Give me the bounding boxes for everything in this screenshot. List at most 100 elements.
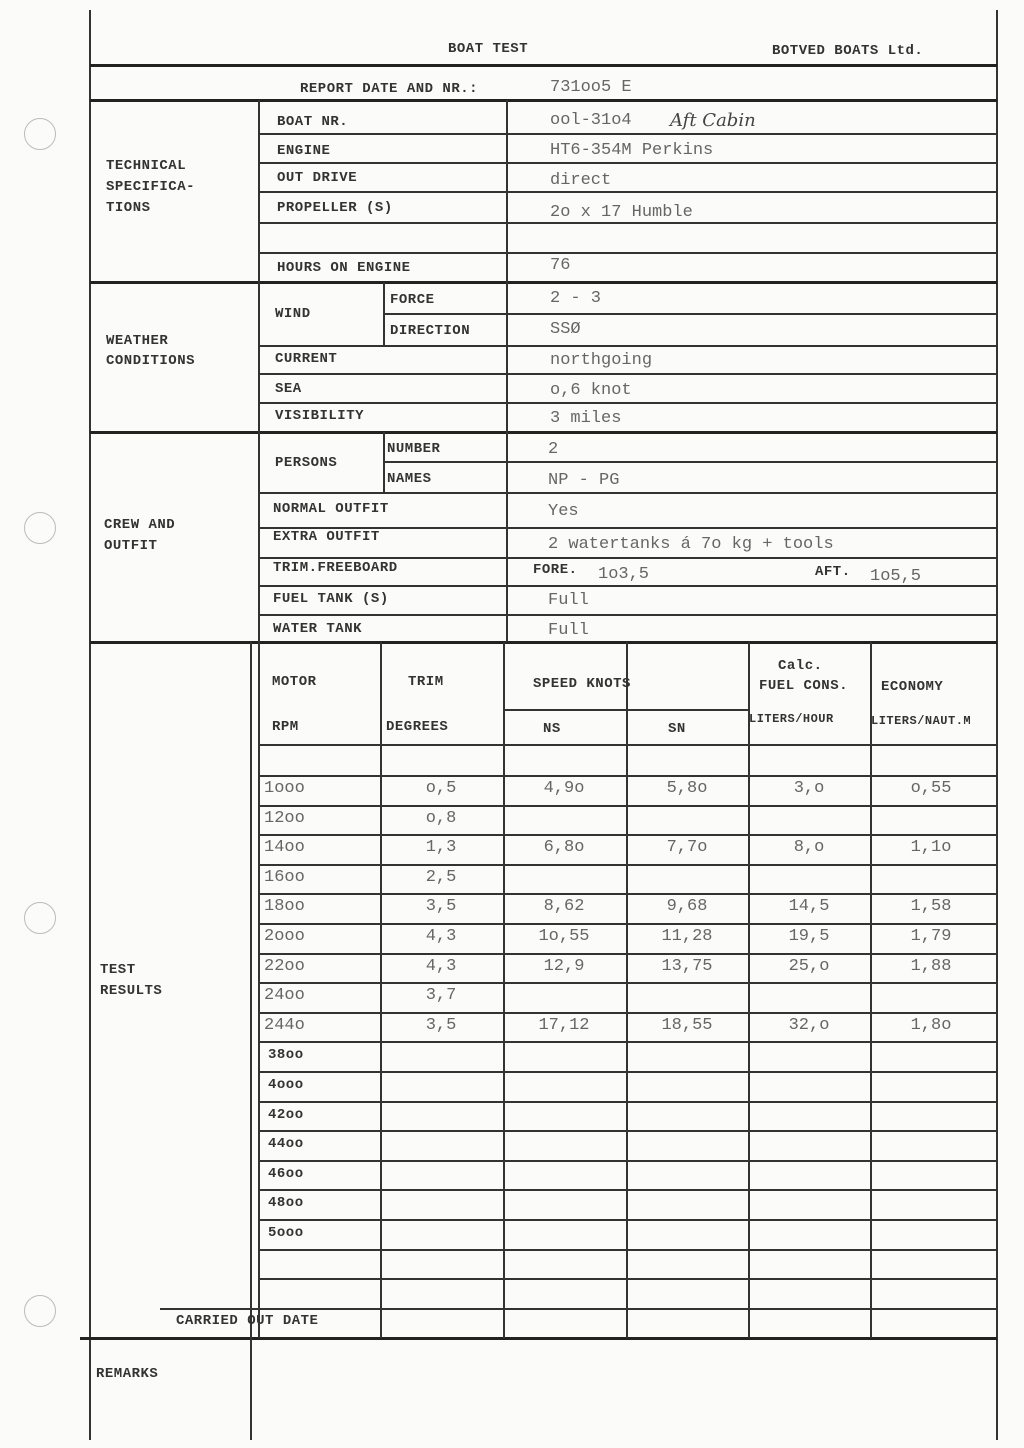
- names-value: NP - PG: [548, 471, 620, 490]
- rule-line: [258, 191, 997, 193]
- liters-hour-header: LITERS/HOUR: [749, 712, 834, 726]
- boat-nr-value: ool-31o4: [550, 111, 632, 130]
- test-cell-ns: 8,62: [543, 897, 585, 916]
- aft-value: 1o5,5: [870, 567, 922, 586]
- printed-rpm: 4ooo: [268, 1077, 304, 1093]
- test-section-label: TEST RESULTS: [100, 962, 163, 999]
- form-title: BOAT TEST: [448, 41, 529, 57]
- printed-rpm: 46oo: [268, 1166, 304, 1182]
- company-name: BOTVED BOATS Ltd.: [772, 43, 924, 59]
- rule-line: [258, 402, 506, 404]
- weather-section-label: WEATHER CONDITIONS: [106, 333, 196, 369]
- out-drive-label: OUT DRIVE: [277, 170, 358, 186]
- fuel-tank-value: Full: [548, 591, 589, 610]
- normal-outfit-label: NORMAL OUTFIT: [273, 501, 389, 517]
- boat-nr-label: BOAT NR.: [277, 114, 349, 130]
- rule-line: [383, 313, 506, 315]
- rule-line: [258, 1160, 997, 1162]
- test-cell-economy: 1,88: [910, 957, 952, 976]
- test-cell-ns: 12,9: [543, 957, 585, 976]
- remarks-label: REMARKS: [96, 1366, 159, 1382]
- test-cell-rpm: 22oo: [264, 957, 305, 976]
- degrees-header: DEGREES: [386, 719, 449, 735]
- rule-line: [258, 557, 997, 559]
- rule-line: [258, 252, 997, 254]
- engine-label: ENGINE: [277, 143, 331, 159]
- calc-header: Calc.: [778, 658, 823, 674]
- rule-line: [90, 431, 997, 434]
- test-cell-rpm: 16oo: [264, 868, 305, 887]
- rule-line: [90, 99, 997, 102]
- printed-rpm: 38oo: [268, 1047, 304, 1063]
- rule-line: [90, 641, 997, 644]
- test-cell-rpm: 244o: [264, 1016, 305, 1035]
- test-cell-rpm: 2ooo: [264, 927, 305, 946]
- test-cell-rpm: 12oo: [264, 809, 305, 828]
- persons-label: PERSONS: [275, 455, 338, 471]
- rule-line: [258, 1041, 997, 1043]
- test-cell-trim: 3,5: [425, 1016, 457, 1035]
- aft-label: AFT.: [815, 564, 851, 580]
- extra-outfit-label: EXTRA OUTFIT: [273, 529, 380, 545]
- rule-line: [258, 1071, 997, 1073]
- liters-naut-header: LITERS/NAUT.M: [871, 714, 972, 728]
- rule-line: [90, 64, 997, 67]
- test-cell-economy: 1,58: [910, 897, 952, 916]
- engine-value: HT6-354M Perkins: [550, 141, 714, 160]
- names-label: NAMES: [387, 471, 432, 487]
- rule-line: [258, 614, 997, 616]
- rule-line: [506, 373, 997, 375]
- test-cell-trim: 3,5: [425, 897, 457, 916]
- fore-label: FORE.: [533, 562, 578, 578]
- ns-header: NS: [543, 721, 561, 737]
- test-cell-economy: o,55: [910, 779, 952, 798]
- test-cell-trim: 4,3: [425, 957, 457, 976]
- printed-rpm: 5ooo: [268, 1225, 304, 1241]
- rule-line: [160, 1308, 258, 1310]
- visibility-value: 3 miles: [550, 409, 622, 428]
- test-cell-ns: 1o,55: [538, 927, 590, 946]
- punch-hole: [24, 902, 56, 934]
- carried-out-date-label: CARRIED OUT DATE: [176, 1313, 319, 1329]
- test-cell-rpm: 1ooo: [264, 779, 305, 798]
- current-label: CURRENT: [275, 351, 338, 367]
- rule-line: [258, 923, 997, 925]
- test-cell-fuel: 19,5: [788, 927, 830, 946]
- technical-section-label: TECHNICAL SPECIFICA- TIONS: [106, 158, 196, 216]
- crew-section-label: CREW AND OUTFIT: [104, 517, 176, 554]
- out-drive-value: direct: [550, 171, 612, 190]
- test-cell-ns: 17,12: [538, 1016, 590, 1035]
- rule-line: [258, 162, 997, 164]
- sea-value: o,6 knot: [550, 381, 632, 400]
- test-cell-trim: 3,7: [425, 986, 457, 1005]
- rule-line: [506, 100, 508, 642]
- test-cell-fuel: 8,o: [793, 838, 825, 857]
- rule-line: [258, 1219, 997, 1221]
- rule-line: [258, 775, 997, 777]
- test-cell-trim: o,8: [425, 809, 457, 828]
- force-value: 2 - 3: [550, 289, 602, 308]
- rule-line: [506, 345, 997, 347]
- rule-line: [250, 642, 252, 1440]
- test-cell-ns: 4,9o: [543, 779, 585, 798]
- visibility-label: VISIBILITY: [275, 408, 365, 424]
- rule-line: [80, 1337, 997, 1340]
- rule-line: [258, 1130, 997, 1132]
- punch-hole: [24, 1295, 56, 1327]
- rule-line: [258, 133, 997, 135]
- speed-header: SPEED KNOTS: [533, 676, 631, 692]
- sn-header: SN: [668, 721, 686, 737]
- direction-value: SSØ: [550, 320, 581, 339]
- fuel-tank-label: FUEL TANK (S): [273, 591, 389, 607]
- test-cell-sn: 18,55: [661, 1016, 713, 1035]
- rule-line: [258, 1189, 997, 1191]
- test-cell-economy: 1,79: [910, 927, 952, 946]
- rule-line: [506, 313, 997, 315]
- water-tank-value: Full: [548, 621, 589, 640]
- test-cell-fuel: 14,5: [788, 897, 830, 916]
- hours-value: 76: [550, 256, 571, 275]
- trim-header: TRIM: [408, 674, 444, 690]
- water-tank-label: WATER TANK: [273, 621, 363, 637]
- test-cell-sn: 13,75: [661, 957, 713, 976]
